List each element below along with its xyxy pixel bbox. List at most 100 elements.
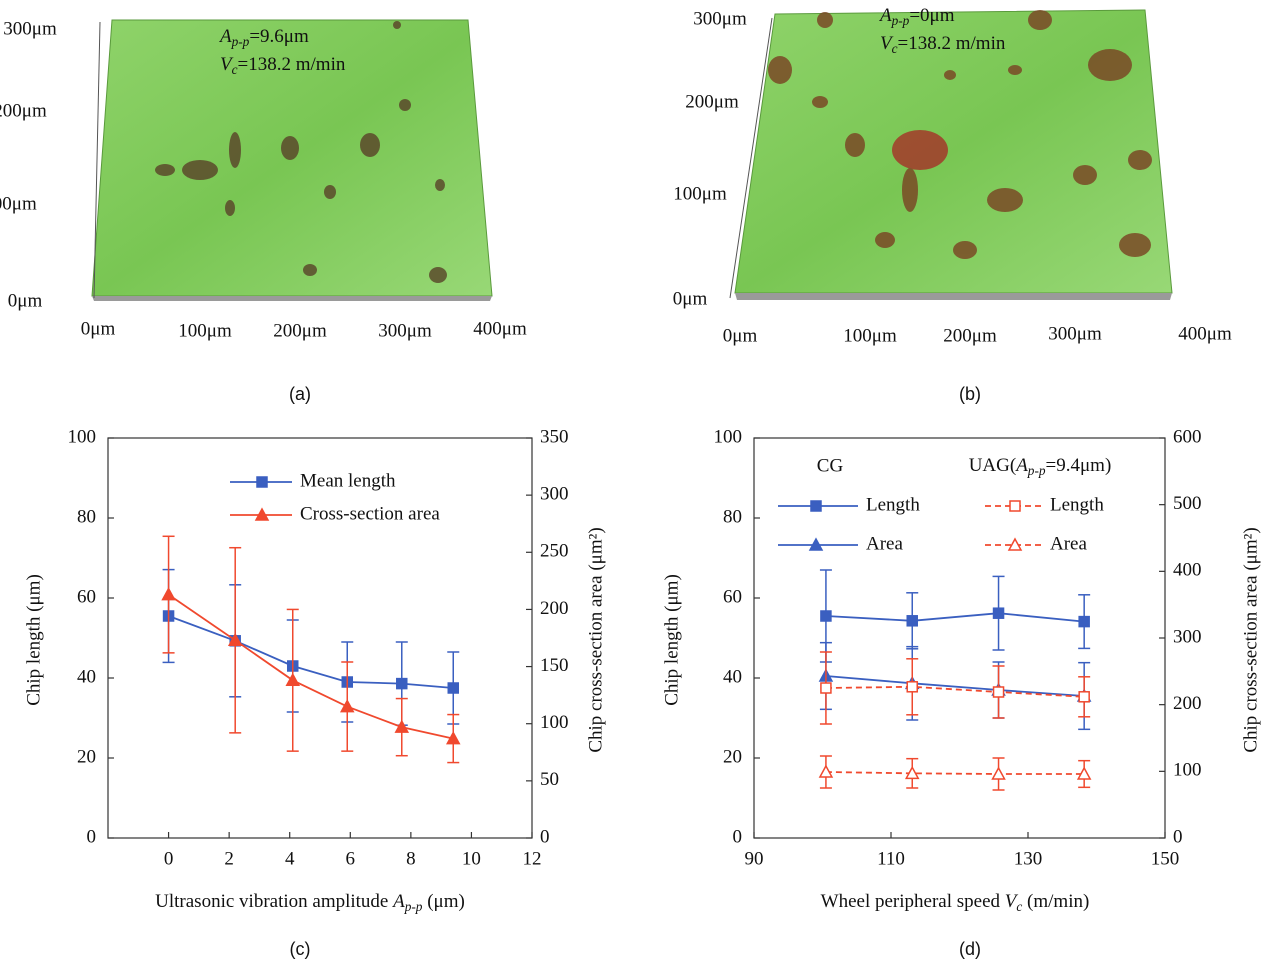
y2-tick-label: 200 [1173,693,1202,714]
y2-tick-label: 50 [540,769,559,790]
annotation: Vc=138.2 m/min [220,54,346,77]
legend-marker [808,537,824,551]
text-part: c [1016,899,1022,914]
y-tick-label: 60 [723,586,742,607]
y-tick-label: 100 [68,426,97,447]
text-part: =0μm [909,5,954,26]
text-part: Wheel peripheral speed [821,891,1005,912]
annotation: Ap-p=9.6μm [218,26,309,49]
data-point [161,587,176,601]
series-line [825,612,1085,623]
surface-image-b [729,9,1173,300]
image-y-label: 0μm [673,288,708,309]
y-tick-label: 80 [723,506,742,527]
text-part: =138.2 m/min [898,33,1006,54]
x-tick-label: 12 [523,848,542,869]
legend-marker [1009,500,1021,512]
x-tick-label: 10 [462,848,481,869]
y2-tick-label: 250 [540,541,569,562]
image-y-label: 100μm [0,193,37,214]
data-point [820,610,832,622]
legend-marker [1007,537,1023,551]
data-point [904,765,920,780]
x-tick-label: 4 [285,848,295,869]
data-point [396,677,408,690]
image-x-label: 100μm [843,325,897,346]
legend-marker [810,500,822,512]
y2-tick-label: 0 [540,826,550,847]
y-tick-label: 20 [723,746,742,767]
data-point [394,719,410,733]
data-point [991,766,1006,780]
text-part: p-p [231,34,250,49]
x-tick-label: 0 [164,848,174,869]
annotation: Ap-p=0μm [878,5,955,28]
text-part: A [218,26,232,47]
image-x-label: 300μm [378,320,432,341]
text-part: V [220,54,234,75]
text-part: =9.4μm) [1046,455,1112,476]
legend-marker [254,507,270,521]
image-y-label: 300μm [3,18,57,39]
y-axis-label: Chip length (μm) [23,574,44,706]
panel-label: (c) [290,939,311,959]
panel-label: (b) [959,384,981,404]
image-x-label: 400μm [1178,323,1232,344]
y-axis-label: Chip length (μm) [661,574,682,706]
text-part: A [878,5,892,26]
y2-tick-label: 150 [540,655,569,676]
x-tick-label: 90 [745,848,764,869]
image-x-label: 100μm [178,320,232,341]
data-point [447,682,460,694]
y2-axis-label: Chip cross-section area (μm²) [585,527,606,752]
text-part: A [1014,455,1028,476]
text-part: =9.6μm [249,26,309,47]
text-part: V [1005,891,1019,912]
text-part: p-p [1027,463,1046,478]
text-part: V [880,33,894,54]
image-x-label: 0μm [81,318,116,339]
text-part: c [892,41,898,56]
panel-label: (d) [959,939,981,959]
data-point [906,681,918,693]
y2-tick-label: 100 [540,712,569,733]
image-x-label: 200μm [943,325,997,346]
y2-tick-label: 0 [1173,826,1183,847]
text-part: A [391,891,405,912]
data-point [818,764,834,778]
data-point [227,632,243,647]
data-point [906,615,918,627]
legend-label: Length [1050,494,1104,515]
data-point [992,686,1005,698]
text-part: UAG( [969,455,1017,476]
y-tick-label: 80 [77,506,96,527]
text-part: (m/min) [1022,891,1089,912]
surface-image-a [91,19,493,301]
series-line [825,675,1085,697]
y2-tick-label: 400 [1173,560,1202,581]
y-tick-label: 0 [87,826,97,847]
annotation: Vc=138.2 m/min [880,33,1006,56]
y-tick-label: 40 [723,666,742,687]
image-y-label: 200μm [685,91,739,112]
panel-label: (a) [289,384,311,404]
y-tick-label: 0 [733,826,743,847]
image-x-label: 200μm [273,320,327,341]
series-line [825,771,1085,775]
data-point [445,731,461,745]
legend-label: Area [1050,533,1087,554]
image-x-label: 400μm [473,318,527,339]
image-y-label: 200μm [0,100,47,121]
y2-tick-label: 200 [540,598,569,619]
y2-tick-label: 300 [540,484,569,505]
text-part: c [232,62,238,77]
x-tick-label: 150 [1151,848,1180,869]
x-tick-label: 110 [877,848,905,869]
y2-tick-label: 300 [1173,626,1202,647]
y2-tick-label: 100 [1173,760,1202,781]
series-line [168,593,454,740]
y2-tick-label: 600 [1173,426,1202,447]
legend-label: Area [866,533,903,554]
